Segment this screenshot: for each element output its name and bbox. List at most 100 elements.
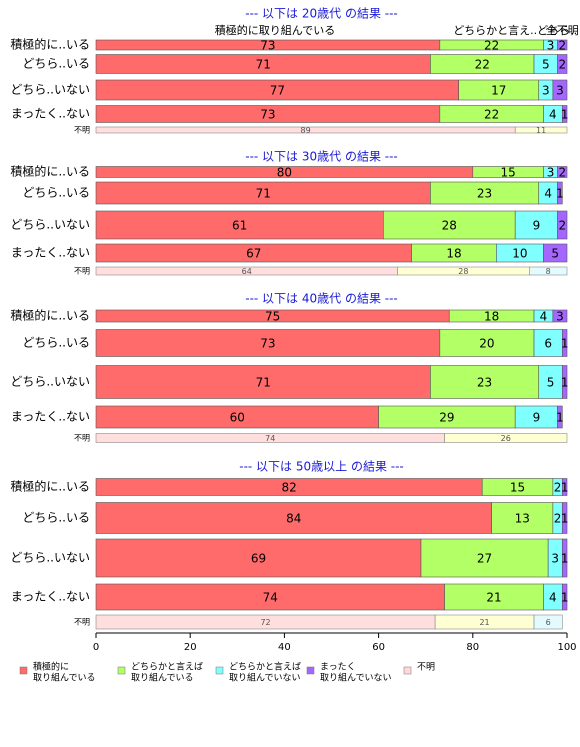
bar-segment [561,502,568,534]
bar-segment [444,433,568,443]
x-tick-label: 20 [184,642,197,653]
data-label: 3 [542,84,550,98]
data-label: 2 [558,219,566,233]
category-label: 不明 [74,126,90,135]
data-label: 27 [477,552,492,566]
data-label: 64 [242,267,252,276]
data-label: 2 [558,58,566,72]
data-label: 1 [561,481,569,495]
data-label: 60 [230,411,245,425]
data-label: 23 [477,376,492,390]
data-label: 15 [500,166,515,180]
category-label: 不明 [74,434,90,443]
category-label: どちら..いる [22,336,90,350]
data-label: 21 [486,591,501,605]
bar-segment [533,329,563,357]
data-label: 20 [479,337,494,351]
category-label: どちら..いない [10,83,90,97]
legend-label: 取り組んでいない [320,672,392,684]
header-label: 積極的に取り組んでいる [215,23,335,37]
data-label: 71 [256,58,271,72]
category-label: 積極的に..いる [10,37,90,52]
category-label: どちら..いる [22,57,90,71]
data-label: 28 [458,267,468,276]
bar-segment [543,243,568,263]
legend-label: 不明 [417,662,435,673]
data-label: 18 [446,247,461,261]
data-label: 2 [558,39,566,53]
data-label: 67 [246,247,261,261]
data-label: 3 [551,552,559,566]
legend-label: どちらかと言えば [131,661,203,673]
data-label: 73 [260,337,275,351]
data-label: 5 [551,247,559,261]
category-label: どちら..いる [22,186,90,200]
data-label: 1 [556,411,564,425]
data-label: 2 [558,166,566,180]
category-label: まったく..ない [11,107,90,121]
bar-segment [491,502,554,534]
data-label: 1 [561,552,569,566]
bar-segment [561,329,568,357]
bar-segment [557,210,568,240]
data-label: 71 [256,376,271,390]
data-label: 22 [484,108,499,122]
bar-segment [95,210,384,240]
panel-title: --- 以下は 20歳代 の結果 --- [245,7,398,21]
data-label: 69 [251,552,266,566]
bar-segment [557,181,563,205]
category-label: どちら..いない [10,375,90,389]
data-label: 5 [542,58,550,72]
category-label: 積極的に..いる [10,308,90,323]
data-label: 21 [479,618,489,627]
category-label: まったく..ない [11,590,90,604]
data-label: 3 [547,166,555,180]
data-label: 4 [549,591,557,605]
bar-segment [552,79,568,101]
bar-segment [444,583,544,611]
data-label: 28 [442,219,457,233]
bar-segment [430,365,540,399]
data-label: 80 [277,166,292,180]
x-tick-label: 60 [372,642,385,653]
data-label: 6 [546,618,551,627]
bar-segment [514,126,568,134]
legend-swatch [19,666,28,675]
data-label: 11 [536,126,546,135]
x-tick-label: 80 [466,642,479,653]
data-label: 3 [556,310,564,324]
category-label: どちら..いる [22,511,90,525]
data-label: 89 [301,126,311,135]
data-label: 2 [554,512,562,526]
legend-label: 取り組んでいる [33,672,96,684]
bar-segment [557,166,568,178]
bar-segment [557,39,568,51]
data-label: 73 [260,108,275,122]
data-label: 1 [556,187,564,201]
legend-swatch [306,666,315,675]
data-label: 1 [561,376,569,390]
header-label: 全不明 [546,23,579,37]
data-label: 1 [561,337,569,351]
bar-segment [439,329,535,357]
x-tick-label: 100 [557,642,576,653]
data-label: 71 [256,187,271,201]
data-label: 77 [270,84,285,98]
bar-segment [561,583,568,611]
legend-label: 取り組んでいる [131,672,194,684]
category-label: まったく..ない [11,246,90,260]
data-label: 3 [547,39,555,53]
legend-swatch [403,666,412,675]
data-label: 75 [265,310,280,324]
bar-segment [561,365,568,399]
data-label: 1 [561,108,569,122]
data-label: 3 [556,84,564,98]
data-label: 2 [554,481,562,495]
data-label: 22 [484,39,499,53]
panel-title: --- 以下は 50歳以上 の結果 --- [239,460,404,474]
legend-swatch [117,666,126,675]
data-label: 26 [501,434,511,443]
data-label: 15 [510,481,525,495]
data-label: 10 [512,247,527,261]
category-label: 不明 [74,618,90,627]
